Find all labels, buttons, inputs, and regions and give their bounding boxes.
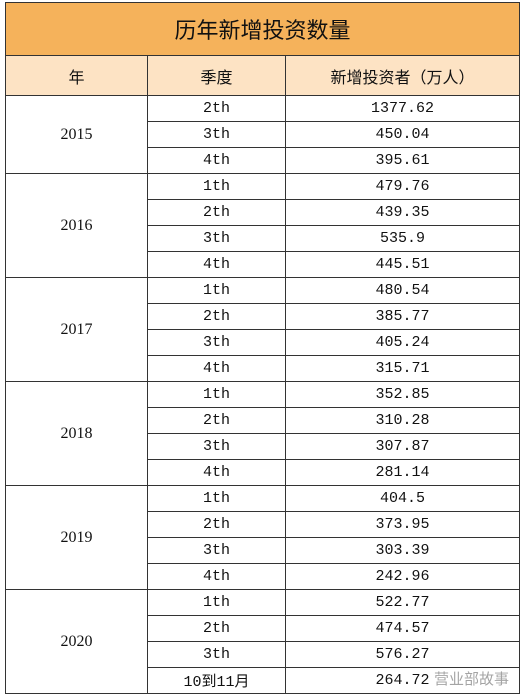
value-cell: 315.71 — [284, 355, 521, 382]
quarter-cell: 1th — [147, 381, 286, 408]
quarter-cell: 4th — [147, 355, 286, 382]
value-cell: 479.76 — [284, 173, 521, 200]
quarter-cell: 2th — [147, 511, 286, 538]
table-row: 2th 385.77 — [6, 303, 521, 330]
data-table: 历年新增投资数量 年 季度 新增投资者（万人） 2015 2th 1377.62 3t… — [4, 2, 521, 694]
value-cell: 385.77 — [284, 303, 521, 330]
quarter-cell: 4th — [147, 251, 286, 278]
table-row: 3th 535.9 — [6, 225, 521, 252]
table-row: 2018 1th 352.85 — [5, 381, 521, 486]
table-row: 2020 1th 522.77 — [5, 589, 521, 694]
quarter-cell: 4th — [147, 147, 286, 174]
quarter-cell: 3th — [147, 329, 286, 356]
year-cell: 2018 — [5, 381, 148, 486]
quarter-cell: 4th — [147, 459, 286, 486]
value-cell: 535.9 — [284, 225, 521, 252]
value-cell: 522.77 — [284, 589, 521, 616]
table-title: 历年新增投资数量 — [4, 2, 521, 56]
header-row: 年 季度 新增投资者（万人） — [5, 55, 521, 96]
year-cell: 2016 — [5, 173, 148, 278]
table-row: 4th 395.61 — [6, 147, 521, 174]
table-row: 10到11月 264.72 — [6, 667, 521, 694]
quarter-cell: 3th — [147, 121, 286, 148]
table-row: 2015 2th 1377.62 — [5, 95, 521, 174]
quarter-cell: 2th — [147, 95, 286, 122]
value-cell: 576.27 — [284, 641, 521, 668]
value-cell: 1377.62 — [284, 95, 521, 122]
table-row: 2017 1th 480.54 — [5, 277, 521, 382]
header-cell: 季度 — [147, 55, 286, 96]
header-cell: 年 — [5, 55, 148, 96]
value-cell: 480.54 — [284, 277, 521, 304]
year-cell: 2020 — [5, 589, 148, 694]
value-cell: 281.14 — [284, 459, 521, 486]
table-row: 2019 1th 404.5 — [5, 485, 521, 590]
quarter-cell: 10到11月 — [147, 667, 286, 694]
table-body: 2015 2th 1377.62 3th 450.04 4th 395.61 2016 1th 4… — [5, 95, 521, 694]
table-row: 2th 439.35 — [6, 199, 521, 226]
value-cell: 352.85 — [284, 381, 521, 408]
quarter-cell: 2th — [147, 303, 286, 330]
table-row: 2th 474.57 — [6, 615, 521, 642]
table-row: 2th 373.95 — [6, 511, 521, 538]
year-cell: 2017 — [5, 277, 148, 382]
value-cell: 307.87 — [284, 433, 521, 460]
quarter-cell: 2th — [147, 407, 286, 434]
watermark: 营业部故事 — [433, 670, 509, 688]
quarter-cell: 1th — [147, 485, 286, 512]
value-cell: 450.04 — [284, 121, 521, 148]
quarter-cell: 3th — [147, 433, 286, 460]
value-cell: 242.96 — [284, 563, 521, 590]
table-row: 3th 450.04 — [6, 121, 521, 148]
value-cell: 303.39 — [284, 537, 521, 564]
table-row: 4th 445.51 — [6, 251, 521, 278]
value-cell: 445.51 — [284, 251, 521, 278]
value-cell: 310.28 — [284, 407, 521, 434]
quarter-cell: 2th — [147, 199, 286, 226]
quarter-cell: 2th — [147, 615, 286, 642]
table-row: 3th 576.27 — [6, 641, 521, 668]
value-cell: 404.5 — [284, 485, 521, 512]
table-row: 4th 315.71 — [6, 355, 521, 382]
quarter-cell: 3th — [147, 225, 286, 252]
quarter-cell: 3th — [147, 641, 286, 668]
table-row: 2016 1th 479.76 — [5, 173, 521, 278]
quarter-cell: 1th — [147, 173, 286, 200]
value-cell: 395.61 — [284, 147, 521, 174]
table-row: 3th 307.87 — [6, 433, 521, 460]
quarter-cell: 3th — [147, 537, 286, 564]
value-cell: 373.95 — [284, 511, 521, 538]
table-row: 3th 303.39 — [6, 537, 521, 564]
title-row: 历年新增投资数量 — [4, 2, 521, 56]
quarter-cell: 1th — [147, 589, 286, 616]
quarter-cell: 4th — [147, 563, 286, 590]
table-head: 历年新增投资数量 年 季度 新增投资者（万人） — [4, 2, 521, 96]
year-cell: 2019 — [5, 485, 148, 590]
value-cell: 474.57 — [284, 615, 521, 642]
quarter-cell: 1th — [147, 277, 286, 304]
table-row: 4th 242.96 — [6, 563, 521, 590]
year-cell: 2015 — [5, 95, 148, 174]
value-cell: 405.24 — [284, 329, 521, 356]
table-row: 3th 405.24 — [6, 329, 521, 356]
value-cell: 264.72 — [284, 667, 521, 694]
header-cell: 新增投资者（万人） — [284, 55, 521, 96]
value-cell: 439.35 — [284, 199, 521, 226]
